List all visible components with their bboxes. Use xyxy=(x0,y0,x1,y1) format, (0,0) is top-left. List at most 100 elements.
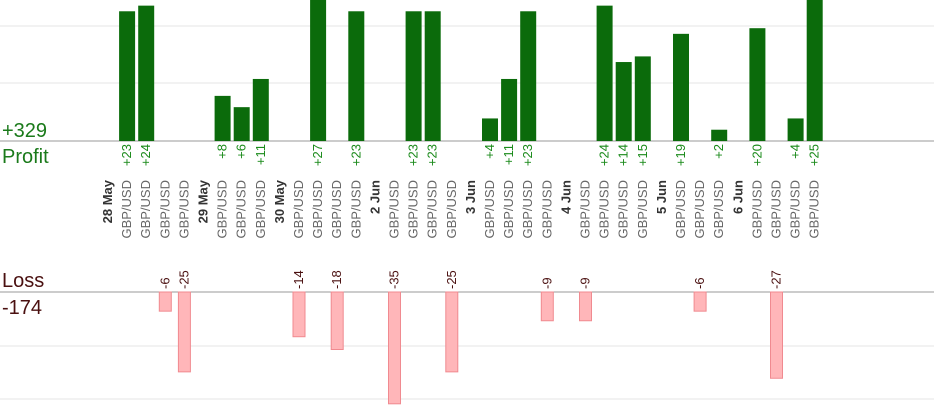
date-label: 30 May xyxy=(272,179,287,223)
profit-label: Profit xyxy=(2,146,49,168)
profit-value-label: +23 xyxy=(425,144,440,166)
instrument-label: GBP/USD xyxy=(482,180,497,239)
instrument-label: GBP/USD xyxy=(138,180,153,239)
instrument-label: GBP/USD xyxy=(616,180,631,239)
instrument-label: GBP/USD xyxy=(578,180,593,239)
instrument-label: GBP/USD xyxy=(769,180,784,239)
loss-value-label: -9 xyxy=(578,277,593,289)
profit-bar xyxy=(596,5,613,142)
instrument-label: GBP/USD xyxy=(635,180,650,239)
instrument-label: GBP/USD xyxy=(329,180,344,239)
profit-value-label: +11 xyxy=(501,144,516,165)
instrument-label: GBP/USD xyxy=(176,180,191,239)
instrument-label: GBP/USD xyxy=(253,180,268,239)
instrument-label: GBP/USD xyxy=(387,180,402,239)
loss-bar xyxy=(445,291,459,373)
date-label: 4 Jun xyxy=(558,180,573,214)
date-label: 6 Jun xyxy=(730,180,745,214)
profit-bar xyxy=(310,0,327,141)
profit-value-label: +23 xyxy=(406,144,421,166)
profit-bar xyxy=(520,11,537,142)
profit-bar xyxy=(634,56,651,141)
grid-lines xyxy=(0,25,934,400)
profit-bar xyxy=(138,5,155,142)
profit-value-label: +14 xyxy=(616,144,631,166)
loss-value-label: -27 xyxy=(769,270,784,289)
instrument-label: GBP/USD xyxy=(711,180,726,239)
instrument-label: GBP/USD xyxy=(539,180,554,239)
loss-value-label: -35 xyxy=(387,270,402,289)
profit-total: +329 xyxy=(2,120,47,142)
profit-bar xyxy=(501,78,518,141)
instrument-label: GBP/USD xyxy=(749,180,764,239)
loss-value-label: -6 xyxy=(157,277,172,289)
loss-bar xyxy=(330,291,344,350)
date-label: 3 Jun xyxy=(463,180,478,214)
profit-bar xyxy=(119,11,136,142)
loss-value-label: -25 xyxy=(444,270,459,289)
loss-bar xyxy=(158,291,172,312)
loss-label: Loss xyxy=(2,270,44,292)
profit-value-label: +23 xyxy=(348,144,363,166)
profit-bar xyxy=(233,107,250,141)
loss-value-label: -18 xyxy=(329,270,344,289)
profit-value-label: +27 xyxy=(310,144,325,166)
loss-bar xyxy=(693,291,707,312)
profit-value-label: +11 xyxy=(253,144,268,165)
profit-value-label: +23 xyxy=(119,144,134,166)
profit-value-label: +24 xyxy=(138,144,153,166)
profit-value-label: +15 xyxy=(635,144,650,166)
profit-value-label: +19 xyxy=(673,144,688,166)
loss-value-label: -14 xyxy=(291,270,306,289)
loss-bar xyxy=(770,291,783,379)
chart-bars: 28 May GBP/USD +23 GBP/USD +24 GBP/USD -6 GBP/U… xyxy=(100,0,823,405)
profit-value-label: +8 xyxy=(215,144,230,159)
profit-bar xyxy=(673,33,689,142)
profit-bar xyxy=(615,62,632,141)
instrument-label: GBP/USD xyxy=(692,180,707,239)
loss-bar xyxy=(388,291,401,405)
instrument-label: GBP/USD xyxy=(520,180,535,239)
profit-bar xyxy=(749,28,766,142)
profit-value-label: +2 xyxy=(711,144,726,159)
instrument-label: GBP/USD xyxy=(310,180,325,239)
date-label: 28 May xyxy=(100,179,115,223)
instrument-label: GBP/USD xyxy=(406,180,421,239)
loss-bar xyxy=(540,291,554,322)
profit-value-label: +4 xyxy=(482,144,497,159)
instrument-label: GBP/USD xyxy=(788,180,803,239)
instrument-label: GBP/USD xyxy=(215,180,230,239)
date-label: 29 May xyxy=(196,179,211,223)
loss-value-label: -9 xyxy=(539,277,554,289)
profit-value-label: +23 xyxy=(520,144,535,166)
loss-bar xyxy=(292,291,306,338)
profit-bar xyxy=(405,11,422,142)
instrument-label: GBP/USD xyxy=(673,180,688,239)
profit-value-label: +20 xyxy=(749,144,764,166)
instrument-label: GBP/USD xyxy=(425,180,440,239)
profit-bar xyxy=(424,11,441,142)
loss-value-label: -6 xyxy=(692,277,707,289)
loss-total: -174 xyxy=(2,297,42,319)
instrument-label: GBP/USD xyxy=(119,180,134,239)
profit-value-label: +24 xyxy=(597,144,612,166)
instrument-label: GBP/USD xyxy=(291,180,306,239)
loss-value-label: -25 xyxy=(176,270,191,289)
instrument-label: GBP/USD xyxy=(348,180,363,239)
instrument-label: GBP/USD xyxy=(157,180,172,239)
date-label: 2 Jun xyxy=(367,180,382,214)
profit-bar xyxy=(806,0,823,141)
profit-bar xyxy=(214,95,231,141)
date-label: 5 Jun xyxy=(654,180,669,214)
profit-value-label: +25 xyxy=(807,144,822,166)
instrument-label: GBP/USD xyxy=(234,180,249,239)
profit-bar xyxy=(252,78,269,141)
instrument-label: GBP/USD xyxy=(597,180,612,239)
profit-bar xyxy=(787,118,804,141)
profit-bar xyxy=(348,11,365,142)
loss-bar xyxy=(177,291,191,373)
profit-bar xyxy=(482,118,498,141)
profit-bar xyxy=(711,129,728,141)
profit-value-label: +4 xyxy=(788,144,803,159)
